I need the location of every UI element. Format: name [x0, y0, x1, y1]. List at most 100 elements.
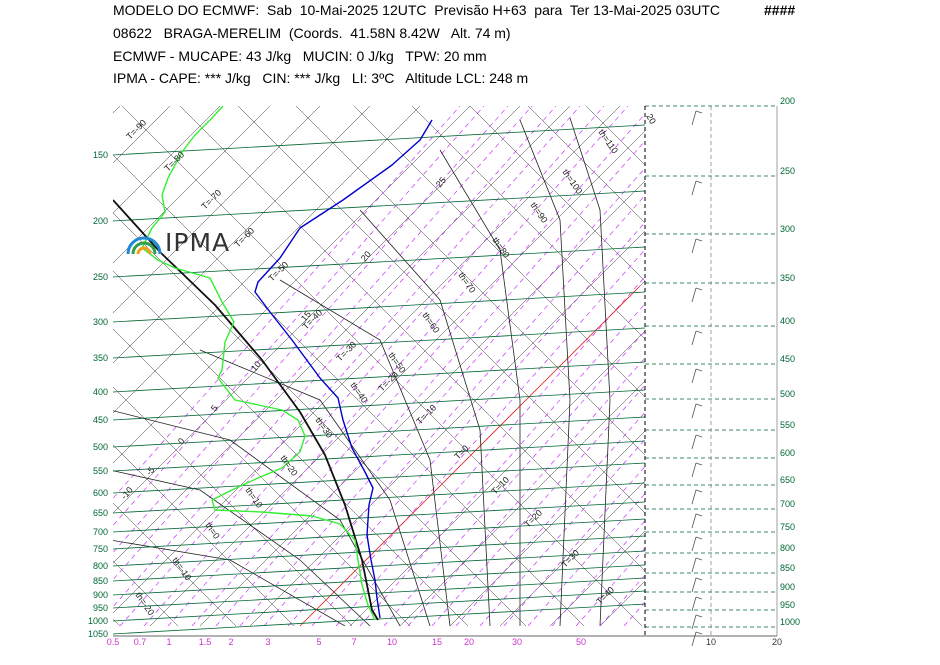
grid-cross-line — [113, 444, 295, 626]
pressure-tick-label: 900 — [93, 590, 108, 600]
grid-cross-line — [113, 328, 411, 626]
pressure-tick-label: 600 — [93, 488, 108, 498]
pressure-tick-label: 800 — [93, 561, 108, 571]
isobar-line — [112, 190, 646, 222]
isobar-line — [112, 577, 646, 609]
isotherm-line — [113, 106, 571, 564]
wind-barb — [691, 577, 697, 593]
isobar-line — [112, 416, 646, 448]
wind-barb-flag — [695, 536, 703, 540]
wind-barb — [691, 596, 697, 612]
grid-cross-line — [818, 106, 940, 626]
isotherm-line — [149, 130, 645, 626]
isotherm-line — [113, 106, 271, 264]
isotherm-label: T=10 — [489, 475, 511, 497]
wind-barb — [691, 330, 697, 346]
moist-adiabat-label: 0 — [176, 436, 187, 446]
wind-barb-flag — [695, 180, 703, 184]
grid-cross-line — [113, 502, 237, 626]
ecmwf-indices-line: ECMWF - MUCAPE: 43 J/kg MUCIN: 0 J/kg TP… — [113, 48, 487, 64]
mixing-ratio-line — [263, 194, 645, 626]
grid-cross-line — [121, 106, 643, 626]
isobar-line — [112, 462, 646, 494]
pressure-tick-label: 850 — [93, 576, 108, 586]
pressure-tick-label: 400 — [93, 387, 108, 397]
isotherm-label: T=-50 — [266, 260, 290, 284]
wind-barb — [691, 631, 697, 647]
isotherm-line — [113, 106, 371, 364]
wind-barb-flag — [695, 577, 703, 581]
isotherm-line — [113, 106, 521, 514]
mixing-ratio-line — [407, 357, 645, 626]
mixing-ratio-line — [119, 106, 581, 626]
ipma-indices-line: IPMA - CAPE: *** J/kg CIN: *** J/kg LI: … — [113, 70, 529, 86]
pressure-right-label: 750 — [780, 522, 795, 532]
isotherm-line — [113, 106, 321, 314]
wind-barb-flag — [695, 287, 703, 291]
dry-adiabat-label: th=-20 — [133, 590, 156, 617]
isobar-line — [112, 291, 646, 323]
dry-adiabat-label: th=0 — [203, 520, 221, 540]
wind-barb-flag — [695, 330, 703, 334]
pressure-right-label: 550 — [780, 420, 795, 430]
mixing-ratio-line — [888, 106, 940, 626]
mixing-ratio-line — [864, 106, 940, 626]
mixing-ratio-line — [720, 106, 940, 626]
isotherm-line — [750, 106, 940, 626]
pressure-tick-label: 550 — [93, 466, 108, 476]
chart-title-line-1: MODELO DO ECMWF: Sab 10-Mai-2025 12UTC P… — [113, 2, 721, 18]
moist-adiabat-label: -10 — [119, 485, 135, 501]
grid-cross-line — [411, 106, 645, 340]
isotherm-label: T=30 — [559, 548, 581, 570]
mixing-ratio-label: 10 — [387, 637, 397, 647]
mixing-ratio-line — [431, 384, 645, 626]
wind-barb — [691, 238, 697, 254]
mixing-ratio-line — [599, 574, 645, 626]
isobar-lines — [112, 124, 646, 635]
pressure-right-label: 500 — [780, 389, 795, 399]
dry-adiabat-label: th=70 — [456, 270, 477, 294]
dry-adiabat-curve — [199, 349, 431, 626]
mixing-ratio-line — [792, 106, 940, 626]
isotherm-line — [0, 106, 70, 626]
wind-barb-flag — [695, 368, 703, 372]
wind-barb — [691, 557, 697, 573]
dry-adiabat-label: th=20 — [278, 453, 299, 477]
mixing-ratio-line — [113, 106, 485, 526]
pressure-tick-label: 650 — [93, 508, 108, 518]
mixing-ratio-line — [191, 113, 645, 626]
mixing-ratio-line — [143, 106, 605, 626]
mixing-ratio-line — [696, 106, 940, 626]
grid-cross-line — [113, 154, 585, 626]
isotherm-label: T=-60 — [232, 226, 256, 250]
dewpoint-curve — [254, 119, 433, 619]
grid-cross-line — [237, 106, 645, 514]
mixing-ratio-line — [113, 106, 509, 554]
isobar-line — [112, 482, 646, 514]
mixing-ratio-line — [113, 106, 557, 608]
moist-adiabat-label: 25 — [434, 175, 448, 189]
wind-barb-flag — [695, 614, 703, 618]
wind-barb — [691, 536, 697, 552]
wind-barb — [691, 434, 697, 450]
isotherm-label: T=-10 — [414, 403, 438, 427]
humidity-curve — [141, 106, 376, 621]
dry-adiabat-label: th=10 — [243, 485, 264, 509]
moist-adiabat-label: -5 — [144, 465, 157, 478]
pressure-right-label: 900 — [780, 582, 795, 592]
isobar-line — [112, 246, 646, 278]
pressure-tick-label: 950 — [93, 603, 108, 613]
isotherm-line — [549, 530, 645, 626]
dry-adiabat-label: th=100 — [560, 167, 584, 195]
pressure-right-label: 650 — [780, 475, 795, 485]
pressure-right-label: 700 — [780, 499, 795, 509]
pressure-right-label: 800 — [780, 543, 795, 553]
pressure-right-label: 200 — [780, 96, 795, 106]
wind-barb — [691, 287, 697, 303]
wind-barb-flag — [695, 557, 703, 561]
wind-barb — [691, 489, 697, 505]
wind-barb-flag — [695, 434, 703, 438]
pressure-tick-label: 200 — [93, 216, 108, 226]
grid-cross-line — [469, 106, 645, 282]
